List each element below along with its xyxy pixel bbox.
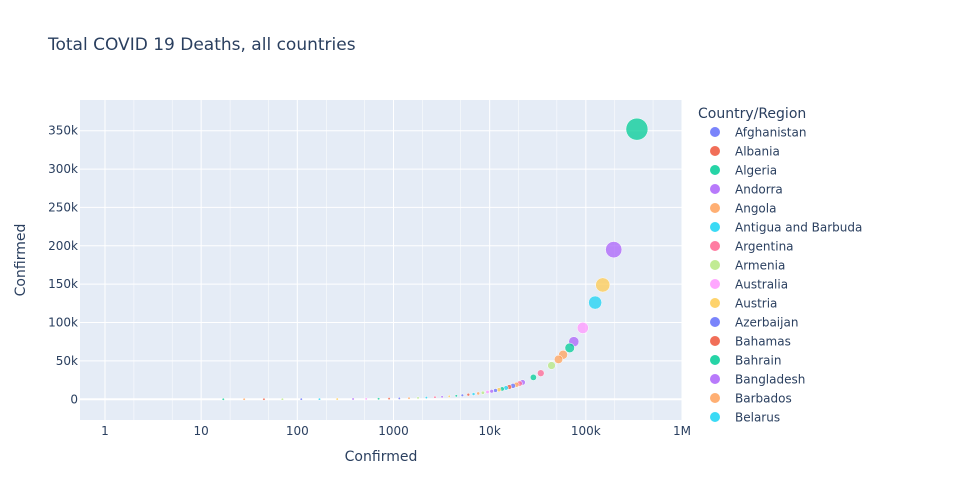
y-axis-ticks: 0 50k 100k 150k 200k 250k 300k 350k (48, 124, 78, 407)
y-tick-label: 0 (70, 392, 78, 406)
legend-marker[interactable] (710, 165, 720, 175)
data-point[interactable] (595, 277, 611, 293)
legend-marker[interactable] (710, 184, 720, 194)
legend-item-label[interactable]: Austria (735, 297, 777, 311)
data-point[interactable] (351, 397, 355, 401)
legend-item-label[interactable]: Albania (735, 145, 780, 159)
x-tick-label: 10k (479, 424, 501, 438)
data-point[interactable] (588, 295, 602, 310)
data-point[interactable] (466, 392, 471, 397)
legend-item-label[interactable]: Bangladesh (735, 373, 805, 387)
data-point[interactable] (554, 354, 563, 364)
data-point[interactable] (262, 397, 266, 401)
x-axis-ticks: 1 10 100 1000 10k 100k 1M (101, 424, 691, 438)
data-point[interactable] (242, 397, 246, 401)
legend-marker[interactable] (710, 279, 720, 289)
legend-item-label[interactable]: Azerbaijan (735, 316, 798, 330)
data-point[interactable] (485, 389, 490, 395)
data-point[interactable] (537, 369, 545, 377)
legend-marker[interactable] (710, 298, 720, 308)
x-tick-label: 10 (194, 424, 209, 438)
legend-item-label[interactable]: Angola (735, 202, 776, 216)
x-tick-label: 100k (571, 424, 601, 438)
data-point[interactable] (493, 388, 498, 393)
x-tick-label: 1M (673, 424, 691, 438)
y-tick-label: 200k (48, 239, 78, 253)
data-point[interactable] (564, 342, 575, 353)
data-points[interactable] (221, 117, 649, 401)
legend-item-label[interactable]: Barbados (735, 392, 792, 406)
legend-marker[interactable] (710, 146, 720, 156)
legend-marker[interactable] (710, 374, 720, 384)
y-tick-label: 100k (48, 316, 78, 330)
legend-marker[interactable] (710, 241, 720, 251)
data-point[interactable] (440, 395, 444, 399)
legend-marker[interactable] (710, 222, 720, 232)
data-point[interactable] (364, 397, 368, 401)
data-point[interactable] (471, 392, 476, 396)
y-axis-title: Confirmed (13, 224, 29, 297)
legend-item-label[interactable]: Andorra (735, 183, 783, 197)
x-tick-label: 100 (286, 424, 309, 438)
legend-item-label[interactable]: Australia (735, 278, 788, 292)
data-point[interactable] (397, 396, 401, 400)
data-point[interactable] (318, 397, 321, 401)
y-tick-label: 50k (56, 354, 78, 368)
data-point[interactable] (299, 397, 303, 401)
y-tick-label: 350k (48, 124, 78, 138)
data-point[interactable] (625, 117, 649, 141)
legend-item-label[interactable]: Afghanistan (735, 126, 806, 140)
legend-marker[interactable] (710, 393, 720, 403)
data-point[interactable] (221, 397, 225, 401)
data-point[interactable] (407, 396, 411, 400)
legend-item-label[interactable]: Armenia (735, 259, 785, 273)
legend-item-label[interactable]: Argentina (735, 240, 794, 254)
data-point[interactable] (377, 397, 381, 401)
legend-item-label[interactable]: Belarus (735, 411, 780, 425)
legend-marker[interactable] (710, 203, 720, 213)
data-point[interactable] (387, 397, 391, 401)
data-point[interactable] (424, 396, 428, 400)
data-point[interactable] (280, 397, 284, 401)
legend: Country/Region Afghanistan Albania Algeria… (698, 106, 862, 425)
data-point[interactable] (480, 390, 485, 395)
data-point[interactable] (416, 396, 420, 400)
legend-title: Country/Region (698, 106, 806, 122)
data-point[interactable] (460, 393, 464, 397)
data-point[interactable] (476, 391, 481, 396)
y-tick-label: 150k (48, 277, 78, 291)
y-tick-label: 250k (48, 200, 78, 214)
y-tick-label: 300k (48, 162, 78, 176)
data-point[interactable] (489, 389, 494, 394)
x-tick-label: 1 (101, 424, 109, 438)
chart-title: Total COVID 19 Deaths, all countries (47, 35, 356, 55)
legend-marker[interactable] (710, 317, 720, 327)
legend-item-label[interactable]: Bahamas (735, 335, 791, 349)
legend-item-label[interactable]: Bahrain (735, 354, 781, 368)
data-point[interactable] (576, 322, 589, 334)
data-point[interactable] (605, 241, 623, 259)
legend-marker[interactable] (710, 355, 720, 365)
data-point[interactable] (547, 361, 556, 370)
legend-marker[interactable] (710, 336, 720, 346)
legend-marker[interactable] (710, 127, 720, 137)
legend-marker[interactable] (710, 260, 720, 270)
x-tick-label: 1000 (378, 424, 409, 438)
data-point[interactable] (530, 374, 537, 381)
data-point[interactable] (447, 394, 451, 398)
x-axis-title: Confirmed (345, 449, 418, 465)
data-point[interactable] (433, 395, 437, 399)
legend-item-label[interactable]: Antigua and Barbuda (735, 221, 862, 235)
data-point[interactable] (454, 394, 458, 398)
plot-area (80, 100, 682, 420)
data-point[interactable] (335, 397, 339, 401)
legend-item-label[interactable]: Algeria (735, 164, 777, 178)
legend-marker[interactable] (710, 412, 720, 422)
